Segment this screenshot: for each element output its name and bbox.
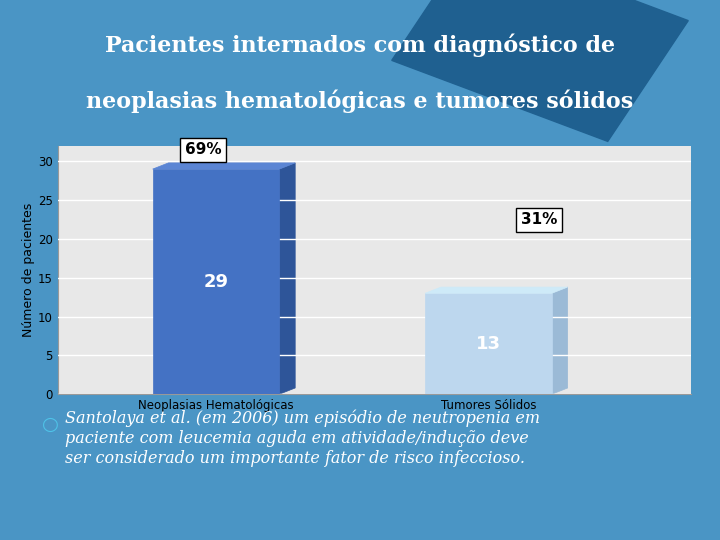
Bar <box>425 293 552 394</box>
Text: 69%: 69% <box>185 143 222 158</box>
Bar <box>153 169 279 394</box>
Polygon shape <box>153 163 295 169</box>
Text: 13: 13 <box>476 335 501 353</box>
Polygon shape <box>425 287 567 293</box>
Text: ○: ○ <box>42 415 59 434</box>
Text: 29: 29 <box>204 273 228 291</box>
Y-axis label: Número de pacientes: Número de pacientes <box>22 203 35 337</box>
Polygon shape <box>279 163 295 394</box>
Polygon shape <box>552 287 567 394</box>
Text: neoplasias hematológicas e tumores sólidos: neoplasias hematológicas e tumores sólid… <box>86 89 634 113</box>
Text: Santolaya et al. (em 2006) um episódio de neutropenia em
paciente com leucemia a: Santolaya et al. (em 2006) um episódio d… <box>66 410 540 467</box>
FancyArrow shape <box>392 0 688 141</box>
Text: 31%: 31% <box>521 212 557 227</box>
Text: Pacientes internados com diagnóstico de: Pacientes internados com diagnóstico de <box>105 33 615 57</box>
